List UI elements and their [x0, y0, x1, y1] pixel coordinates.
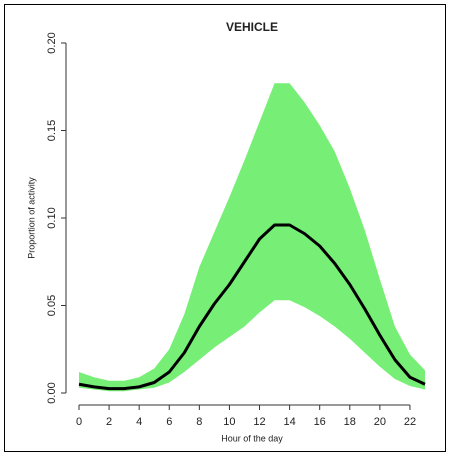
x-tick-label: 4 [136, 416, 142, 428]
x-tick-label: 0 [76, 416, 82, 428]
y-tick-label: 0.20 [46, 32, 58, 53]
x-tick-label: 10 [223, 416, 235, 428]
x-tick-label: 18 [344, 416, 356, 428]
x-tick-label: 16 [314, 416, 326, 428]
series-line [78, 223, 426, 391]
x-tick-label: 6 [166, 416, 172, 428]
x-tick-label: 8 [196, 416, 202, 428]
confidence-band [79, 83, 425, 392]
y-tick-label: 0.10 [46, 207, 58, 228]
y-tick-label: 0.15 [46, 120, 58, 141]
y-tick-label: 0.00 [46, 382, 58, 403]
chart-title: VEHICLE [226, 20, 278, 34]
x-axis-label: Hour of the day [221, 433, 283, 443]
x-tick-label: 20 [374, 416, 386, 428]
y-axis-label: Proportion of activity [26, 177, 36, 259]
y-tick-label: 0.05 [46, 295, 58, 316]
x-tick-label: 12 [253, 416, 265, 428]
x-tick-label: 14 [283, 416, 295, 428]
x-tick-label: 22 [404, 416, 416, 428]
x-tick-label: 2 [106, 416, 112, 428]
